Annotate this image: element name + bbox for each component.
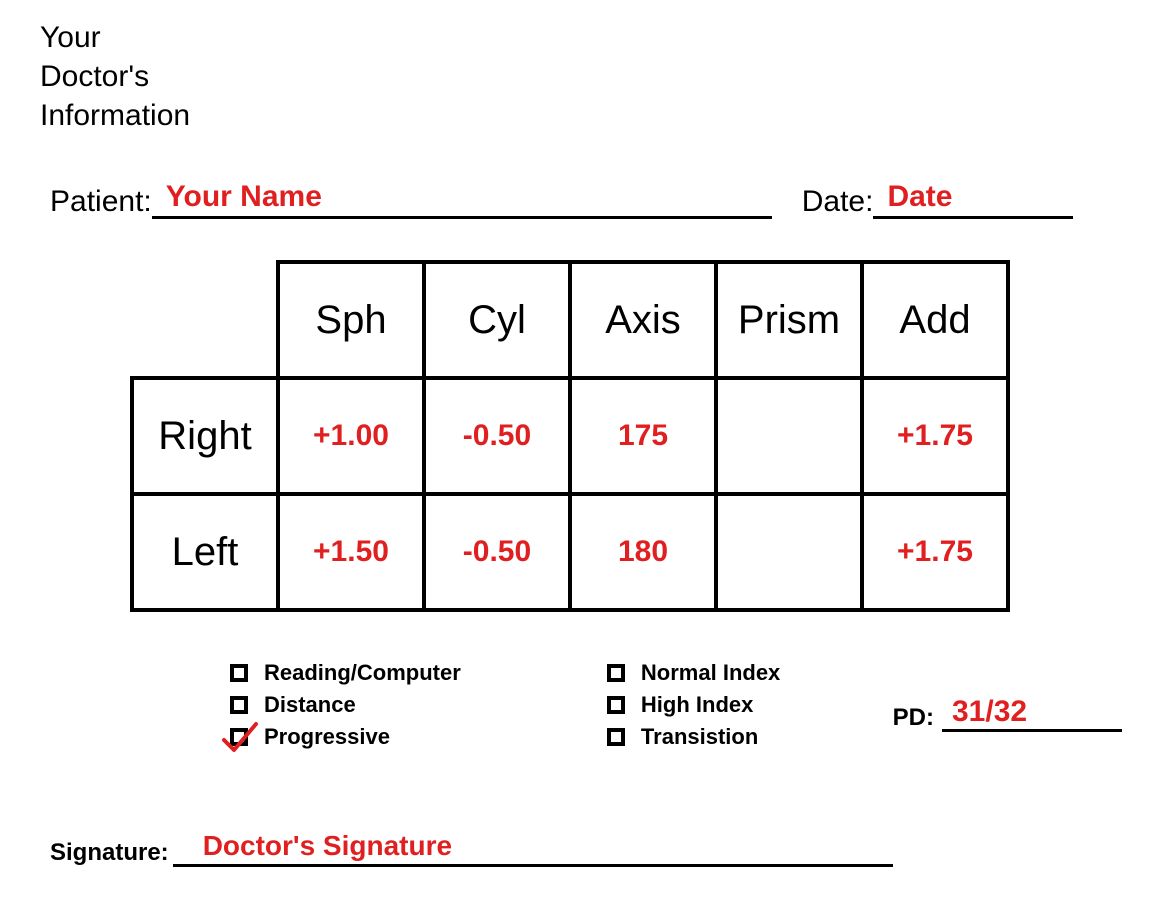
prescription-form: Your Doctor's Information Patient: Your … — [0, 0, 1152, 913]
table-row-right: Right +1.00 -0.50 175 +1.75 — [132, 378, 1008, 494]
right-add: +1.75 — [862, 378, 1008, 494]
col-cyl: Cyl — [424, 262, 570, 378]
checkbox-label: Distance — [264, 692, 356, 718]
checkbox-reading-computer[interactable]: Reading/Computer — [230, 660, 461, 686]
checkbox-box-icon — [607, 696, 625, 714]
heading-line-1: Your — [40, 18, 190, 57]
checkbox-section: Reading/Computer Distance Progressive No… — [230, 660, 920, 756]
patient-value: Your Name — [152, 180, 322, 215]
checkbox-box-icon — [230, 728, 248, 746]
signature-section: Signature: Doctor's Signature — [50, 830, 893, 867]
table-row-left: Left +1.50 -0.50 180 +1.75 — [132, 494, 1008, 610]
patient-date-row: Patient: Your Name Date: Date — [50, 180, 1130, 219]
checkbox-box-icon — [230, 696, 248, 714]
col-axis: Axis — [570, 262, 716, 378]
date-value: Date — [873, 180, 952, 215]
col-add: Add — [862, 262, 1008, 378]
checkbox-label: Progressive — [264, 724, 390, 750]
checkbox-high-index[interactable]: High Index — [607, 692, 780, 718]
checkbox-progressive[interactable]: Progressive — [230, 724, 461, 750]
patient-label: Patient: — [50, 185, 152, 219]
table-corner-blank — [132, 262, 278, 378]
right-cyl: -0.50 — [424, 378, 570, 494]
table-header-row: Sph Cyl Axis Prism Add — [132, 262, 1008, 378]
checkbox-normal-index[interactable]: Normal Index — [607, 660, 780, 686]
date-label: Date: — [802, 185, 874, 219]
left-prism — [716, 494, 862, 610]
checkbox-box-icon — [607, 728, 625, 746]
col-sph: Sph — [278, 262, 424, 378]
pd-field[interactable]: 31/32 — [942, 695, 1122, 732]
checkbox-label: Reading/Computer — [264, 660, 461, 686]
checkbox-distance[interactable]: Distance — [230, 692, 461, 718]
patient-field[interactable]: Your Name — [152, 180, 772, 219]
left-axis: 180 — [570, 494, 716, 610]
checkbox-column-left: Reading/Computer Distance Progressive — [230, 660, 461, 756]
signature-label: Signature: — [50, 839, 169, 867]
row-label-right: Right — [132, 378, 278, 494]
pd-value: 31/32 — [942, 695, 1027, 728]
checkbox-box-icon — [607, 664, 625, 682]
doctor-info-heading: Your Doctor's Information — [40, 18, 190, 135]
left-cyl: -0.50 — [424, 494, 570, 610]
heading-line-2: Doctor's — [40, 57, 190, 96]
right-prism — [716, 378, 862, 494]
left-add: +1.75 — [862, 494, 1008, 610]
right-axis: 175 — [570, 378, 716, 494]
signature-field[interactable]: Doctor's Signature — [173, 830, 893, 867]
checkbox-label: Transistion — [641, 724, 758, 750]
checkbox-label: Normal Index — [641, 660, 780, 686]
prescription-table: Sph Cyl Axis Prism Add Right +1.00 -0.50… — [130, 260, 1010, 612]
col-prism: Prism — [716, 262, 862, 378]
date-field[interactable]: Date — [873, 180, 1073, 219]
heading-line-3: Information — [40, 96, 190, 135]
row-label-left: Left — [132, 494, 278, 610]
pd-label: PD: — [893, 704, 934, 732]
checkbox-column-right: Normal Index High Index Transistion — [607, 660, 780, 756]
signature-value: Doctor's Signature — [173, 830, 452, 861]
left-sph: +1.50 — [278, 494, 424, 610]
right-sph: +1.00 — [278, 378, 424, 494]
checkbox-box-icon — [230, 664, 248, 682]
checkbox-transition[interactable]: Transistion — [607, 724, 780, 750]
checkbox-label: High Index — [641, 692, 753, 718]
pd-section: PD: 31/32 — [893, 695, 1122, 732]
